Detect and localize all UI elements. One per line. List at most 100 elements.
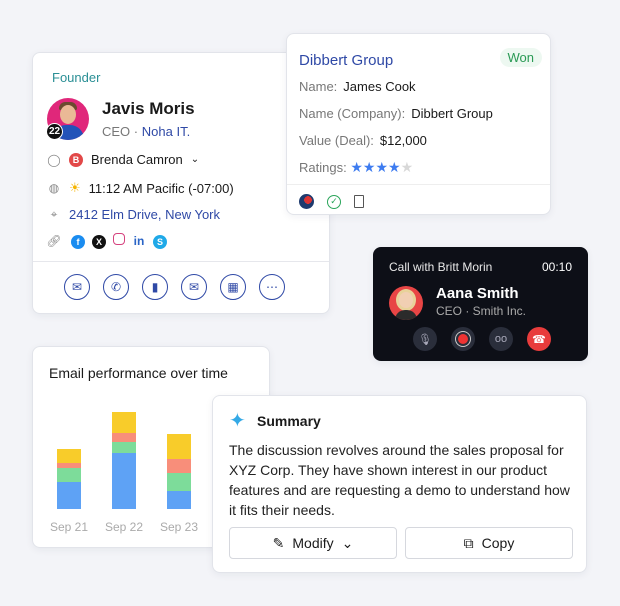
- bar-segment[interactable]: [57, 468, 81, 482]
- copy-button[interactable]: ⧉ Copy: [405, 527, 573, 559]
- bar-segment[interactable]: [112, 453, 136, 509]
- field-label: Name (Company):: [299, 106, 406, 121]
- x-tick-label: Sep 22: [105, 520, 143, 534]
- call-controls: 🎙︎ ᴏᴏ ☎: [413, 327, 551, 351]
- bar-segment[interactable]: [57, 463, 81, 468]
- chart-svg: Sep 21 Sep 22 Sep 23: [50, 412, 198, 534]
- contact-tag: Founder: [52, 70, 101, 85]
- contact-name: Javis Moris: [102, 99, 195, 118]
- local-time: 11:12 AM Pacific (-07:00): [88, 180, 234, 196]
- bar-segment[interactable]: [167, 491, 191, 509]
- bar-segment[interactable]: [57, 449, 81, 463]
- sun-icon: ☀: [69, 180, 81, 195]
- star-filled-icon: ★: [375, 159, 389, 175]
- mute-button[interactable]: 🎙︎: [413, 327, 437, 351]
- hang-up-button[interactable]: ☎: [527, 327, 551, 351]
- rating-stars: ★★★★★: [350, 159, 414, 175]
- deal-field: Name (Company): Dibbert Group: [299, 106, 493, 121]
- bar-segment[interactable]: [112, 433, 136, 442]
- chevron-down-icon: ⌄: [341, 534, 354, 551]
- bar-segment[interactable]: [167, 473, 191, 491]
- note-button[interactable]: ▮: [142, 274, 168, 300]
- deal-card: Dibbert Group Won Name: James Cook Name (…: [286, 33, 551, 215]
- globe-clock-icon: ◍: [48, 181, 60, 195]
- field-label: Value (Deal):: [299, 133, 374, 148]
- contact-role: CEO · Noha IT.: [102, 124, 190, 139]
- contact-avatar[interactable]: [47, 98, 89, 140]
- star-filled-icon: ★: [362, 159, 376, 175]
- ratings-label: Ratings:: [299, 160, 347, 175]
- bar-segment[interactable]: [112, 412, 136, 433]
- field-value: Dibbert Group: [411, 106, 493, 121]
- email-button[interactable]: ✉: [64, 274, 90, 300]
- star-empty-icon: ★: [400, 159, 414, 175]
- modify-label: Modify: [292, 535, 334, 551]
- instagram-icon[interactable]: [113, 233, 125, 245]
- bar-segment[interactable]: [167, 459, 191, 473]
- record-button[interactable]: [451, 327, 475, 351]
- caller-role: CEO · Smith Inc.: [436, 304, 527, 318]
- facebook-icon[interactable]: f: [71, 235, 85, 249]
- contact-card: Founder 22 Javis Moris CEO · Noha IT. ◯ …: [32, 52, 330, 314]
- notification-badge: 22: [46, 123, 63, 140]
- ratings-row: Ratings: ★★★★★: [299, 159, 413, 176]
- bar-segment[interactable]: [167, 434, 191, 459]
- user-icon: ◯: [47, 152, 61, 167]
- owner-name[interactable]: Brenda Camron: [91, 152, 183, 167]
- meeting-button[interactable]: ▦: [220, 274, 246, 300]
- x-icon[interactable]: X: [92, 235, 106, 249]
- owner-avatar: B: [69, 152, 83, 167]
- divider: [33, 261, 329, 262]
- voicemail-button[interactable]: ᴏᴏ: [489, 327, 513, 351]
- deal-title[interactable]: Dibbert Group: [299, 52, 394, 69]
- copy-icon: ⧉: [463, 534, 474, 551]
- action-bar: ✉ ✆ ▮ ✉ ▦ ⋯: [64, 274, 285, 300]
- x-tick-label: Sep 23: [160, 520, 198, 534]
- summary-title: Summary: [257, 413, 321, 429]
- chart-title: Email performance over time: [49, 365, 228, 381]
- document-icon[interactable]: [354, 195, 364, 208]
- bar-segment[interactable]: [112, 442, 136, 453]
- company-link[interactable]: Noha IT.: [141, 124, 191, 139]
- chevron-down-icon[interactable]: ⌄: [190, 154, 200, 165]
- linkedin-icon[interactable]: in: [133, 234, 145, 248]
- field-value: James Cook: [343, 79, 416, 94]
- field-value: $12,000: [379, 133, 427, 148]
- owner-avatar[interactable]: [299, 194, 314, 209]
- call-timer: 00:10: [541, 260, 572, 274]
- status-badge: Won: [499, 48, 542, 67]
- summary-card: ✦ Summary The discussion revolves around…: [212, 395, 587, 573]
- sparkle-icon: ✦: [229, 410, 246, 432]
- caller-name: Aana Smith: [436, 285, 519, 302]
- check-circle-icon[interactable]: ✓: [327, 194, 341, 209]
- more-button[interactable]: ⋯: [259, 274, 285, 300]
- star-filled-icon: ★: [350, 159, 363, 175]
- address-row: ⌖ 2412 Elm Drive, New York: [47, 207, 220, 222]
- call-widget: Call with Britt Morin 00:10 Aana Smith C…: [373, 247, 588, 361]
- divider: [287, 184, 550, 185]
- summary-text: The discussion revolves around the sales…: [229, 442, 570, 518]
- pencil-icon: ✎: [272, 534, 285, 551]
- field-label: Name:: [299, 79, 338, 94]
- email-template-button[interactable]: ✉: [181, 274, 207, 300]
- modify-button[interactable]: ✎ Modify ⌄: [229, 527, 397, 559]
- copy-label: Copy: [481, 535, 515, 551]
- deal-field: Name: James Cook: [299, 79, 416, 94]
- skype-icon[interactable]: S: [153, 235, 167, 249]
- role-text: CEO: [102, 124, 131, 139]
- link-icon: 🔗︎: [46, 234, 62, 248]
- call-title: Call with Britt Morin: [389, 260, 493, 274]
- deal-footer: ✓: [299, 194, 364, 209]
- time-row: ◍ ☀ 11:12 AM Pacific (-07:00): [47, 180, 234, 196]
- owner-row[interactable]: ◯ B Brenda Camron ⌄: [47, 152, 199, 167]
- separator: ·: [133, 124, 139, 139]
- location-pin-icon: ⌖: [50, 207, 58, 221]
- call-button[interactable]: ✆: [103, 274, 129, 300]
- address-link[interactable]: 2412 Elm Drive, New York: [69, 207, 221, 222]
- caller-avatar: [389, 286, 423, 320]
- x-tick-label: Sep 21: [50, 520, 88, 534]
- star-filled-icon: ★: [388, 159, 401, 175]
- bar-segment[interactable]: [57, 482, 81, 509]
- deal-field: Value (Deal): $12,000: [299, 133, 427, 148]
